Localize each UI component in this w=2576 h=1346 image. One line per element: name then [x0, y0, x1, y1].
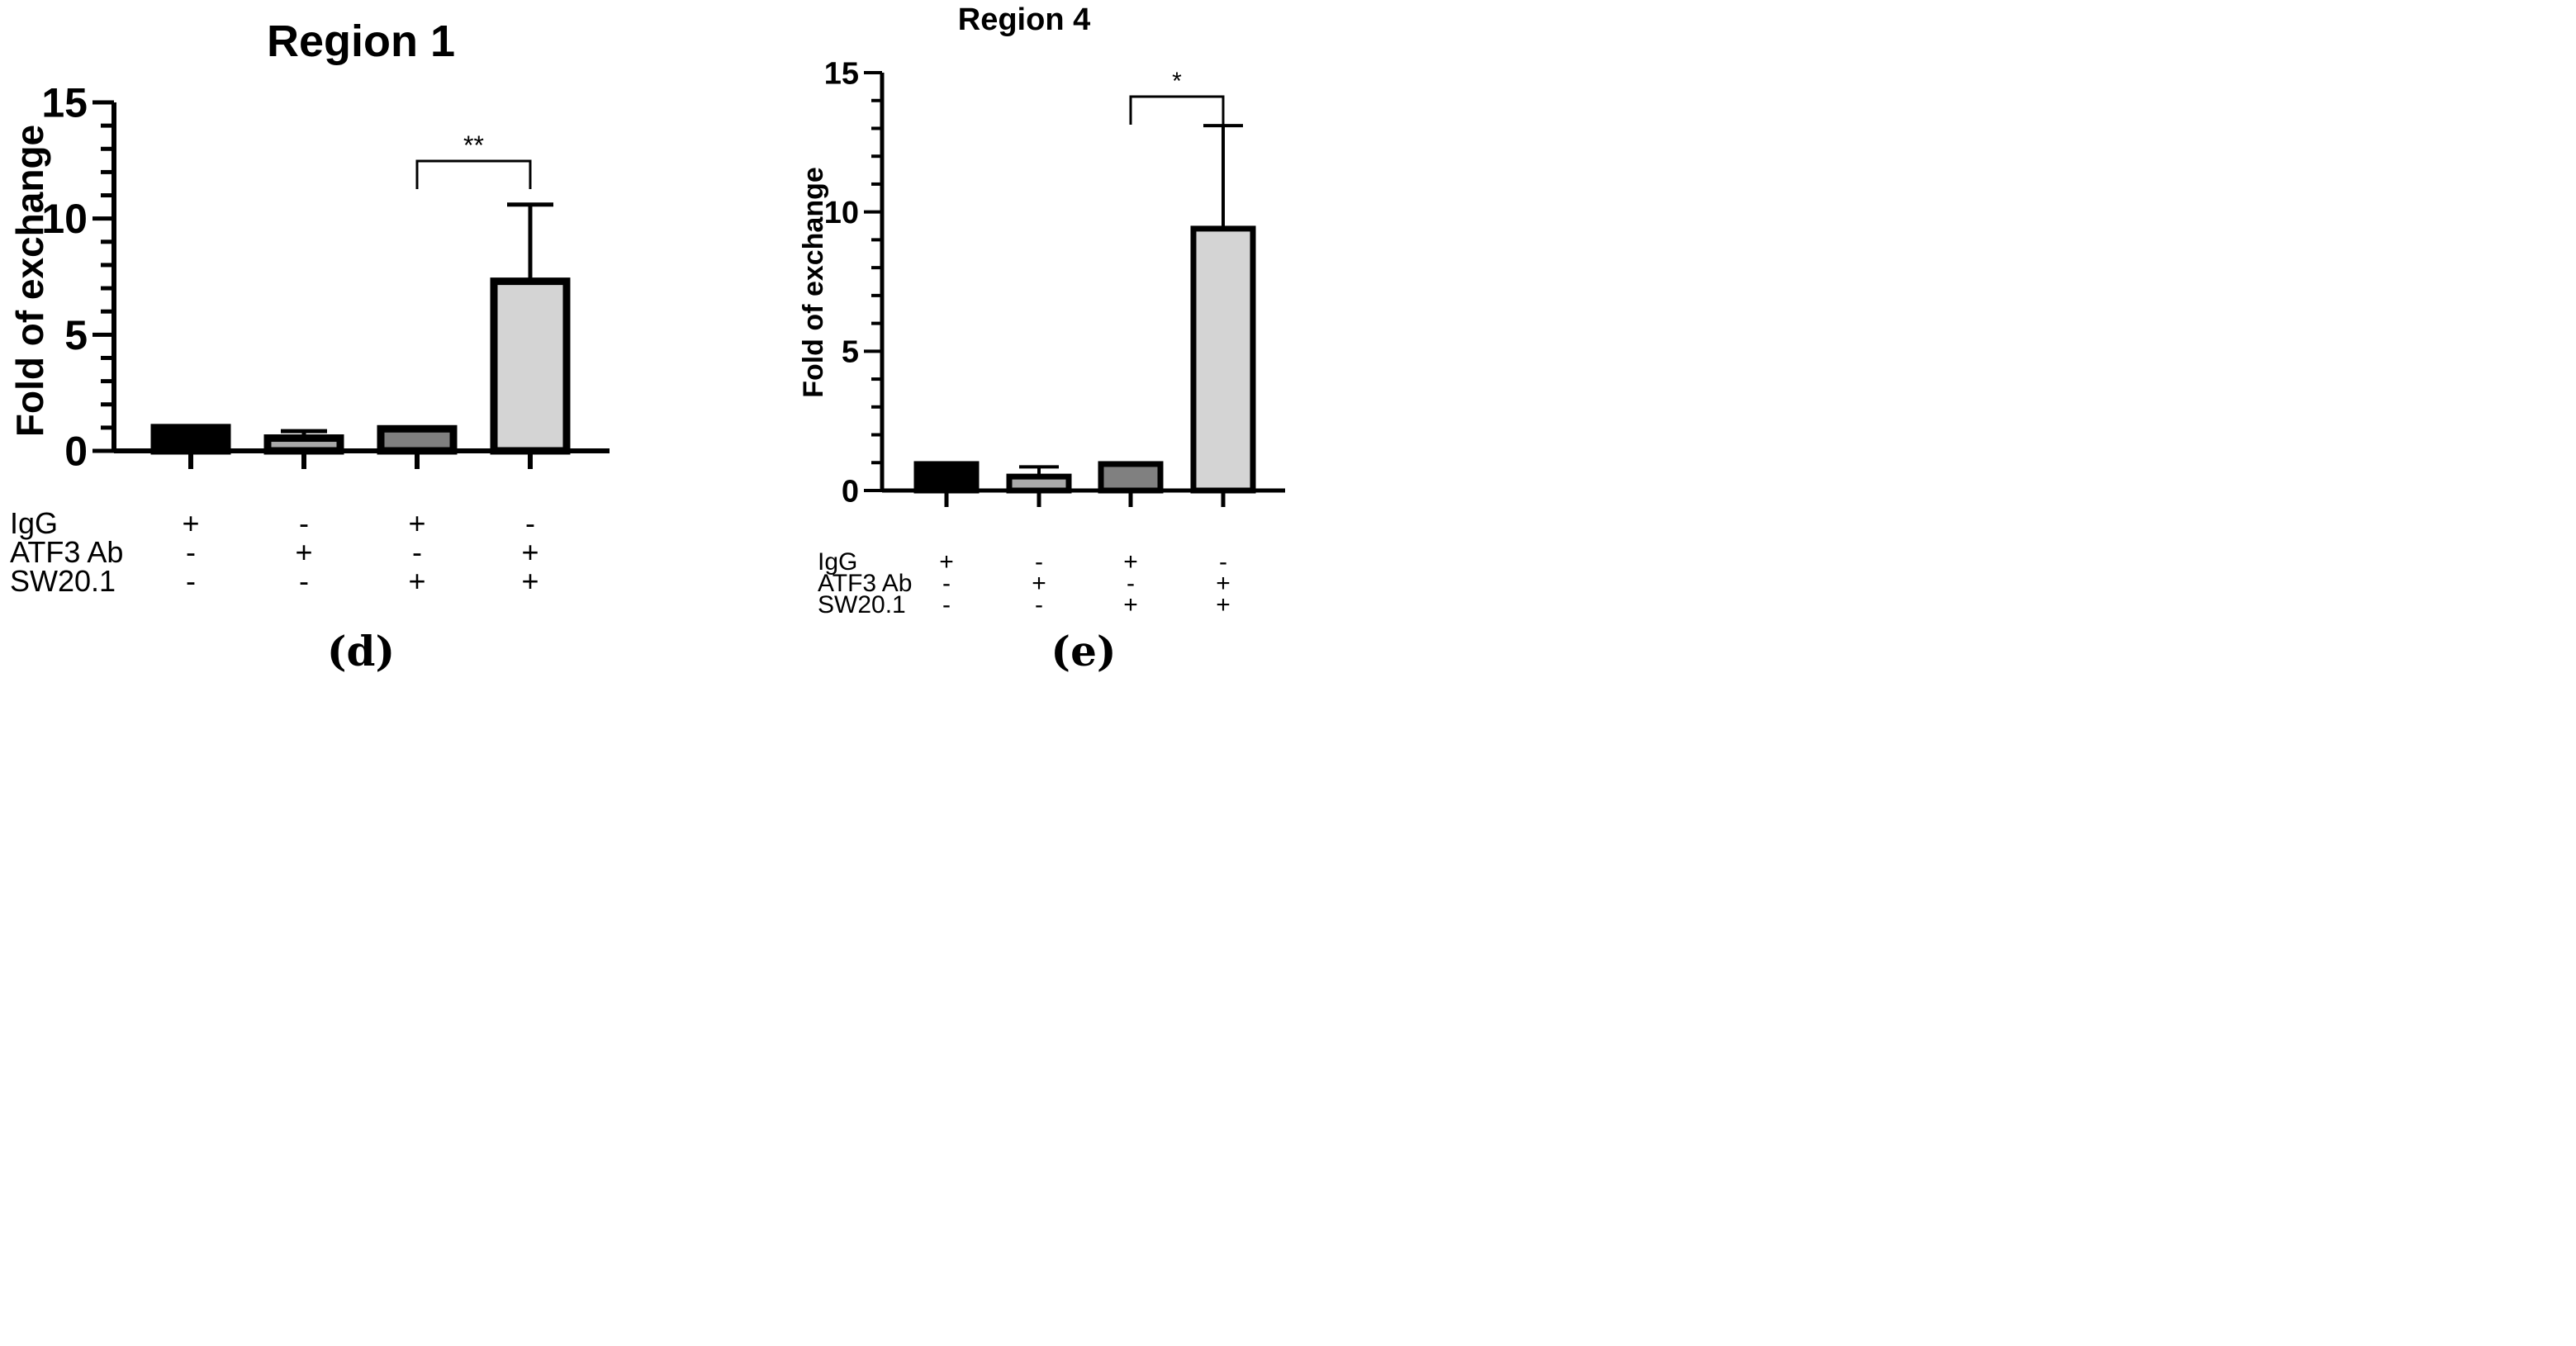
condition-sign: -: [299, 506, 309, 540]
condition-sign: -: [1035, 591, 1043, 618]
condition-sign: +: [1216, 570, 1231, 597]
condition-row-label: IgG: [10, 506, 58, 540]
condition-sign: -: [412, 535, 422, 569]
condition-sign: -: [1219, 548, 1227, 576]
significance-bracket: [415, 159, 532, 189]
chart-title: Region 4: [958, 2, 1090, 37]
y-tick-label: 10: [824, 196, 859, 230]
condition-sign: +: [408, 506, 425, 540]
condition-sign: +: [295, 535, 312, 569]
chart-title: Region 1: [267, 17, 455, 66]
y-tick-label: 0: [842, 474, 859, 509]
y-tick-label: 15: [824, 56, 859, 91]
y-tick-label: 10: [41, 196, 88, 242]
y-axis-label: Fold of exchange: [8, 125, 51, 437]
condition-sign: -: [942, 570, 951, 597]
condition-row-label: ATF3 Ab: [818, 570, 913, 597]
bar-1: [150, 424, 231, 455]
condition-sign: +: [1032, 570, 1046, 597]
condition-sign: -: [942, 591, 951, 618]
condition-sign: +: [521, 535, 538, 569]
bar-1: [913, 461, 980, 494]
condition-row-label: ATF3 Ab: [10, 535, 123, 569]
condition-row-label: SW20.1: [818, 591, 906, 618]
condition-sign: -: [525, 506, 535, 540]
condition-row-label: IgG: [818, 548, 857, 576]
y-tick-label: 5: [64, 312, 88, 358]
bar-2: [1006, 473, 1072, 494]
condition-sign: +: [521, 564, 538, 598]
panel-caption: (d): [327, 627, 395, 675]
condition-sign: -: [1035, 548, 1043, 576]
y-tick-label: 15: [41, 80, 88, 126]
condition-row-label: SW20.1: [10, 564, 116, 598]
significance-label: *: [1172, 68, 1182, 95]
bar-3: [1098, 461, 1164, 494]
condition-sign: +: [1123, 591, 1138, 618]
panel-caption: (e): [1051, 627, 1116, 675]
condition-sign: +: [1123, 548, 1138, 576]
y-tick-label: 0: [64, 429, 88, 475]
bar-4: [1190, 225, 1256, 494]
bar-4: [490, 277, 571, 455]
condition-sign: -: [186, 564, 196, 598]
bar-3: [377, 424, 458, 455]
condition-sign: +: [939, 548, 954, 576]
significance-label: **: [463, 130, 484, 160]
significance-bracket: [1129, 95, 1225, 125]
condition-sign: +: [182, 506, 199, 540]
condition-sign: +: [1216, 591, 1231, 618]
y-axis-label: Fold of exchange: [798, 167, 829, 398]
condition-sign: -: [299, 564, 309, 598]
condition-sign: +: [408, 564, 425, 598]
condition-sign: -: [186, 535, 196, 569]
condition-sign: -: [1127, 570, 1135, 597]
y-tick-label: 5: [842, 335, 859, 370]
